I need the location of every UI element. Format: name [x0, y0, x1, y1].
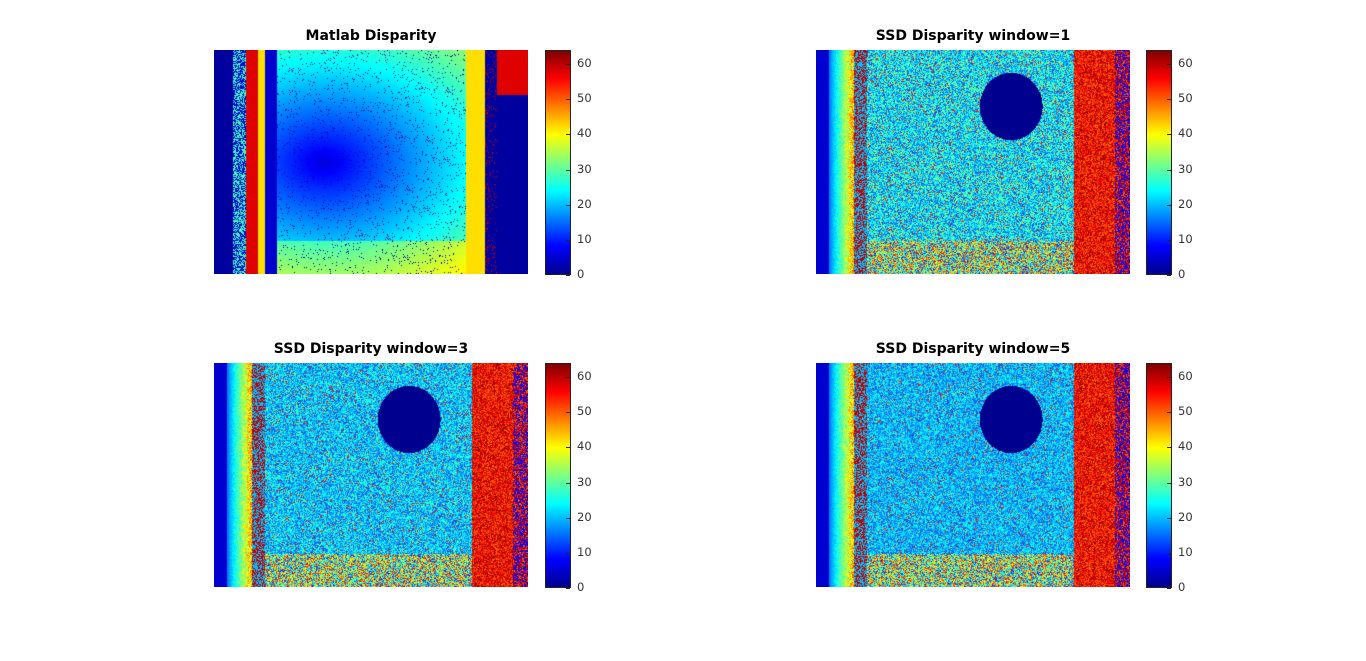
colorbar-tick-label: 60	[1178, 369, 1193, 384]
colorbar-tick-label: 10	[577, 544, 592, 559]
colorbar	[545, 363, 571, 588]
colorbar-tick-mark	[566, 275, 570, 276]
colorbar-tick-mark	[566, 588, 570, 589]
colorbar-tick-mark	[566, 205, 570, 206]
panel-title: SSD Disparity window=3	[273, 341, 469, 357]
colorbar-tick-mark	[1167, 447, 1171, 448]
colorbar-tick-label: 50	[577, 91, 592, 106]
colorbar	[545, 50, 571, 275]
colorbar-tick-label: 20	[577, 509, 592, 524]
disparity-map-ssd-w1	[816, 50, 1130, 274]
colorbar-tick-mark	[1167, 588, 1171, 589]
colorbar-tick-mark	[566, 483, 570, 484]
panel-title: Matlab Disparity	[305, 28, 437, 44]
colorbar-tick-mark	[566, 377, 570, 378]
colorbar-tick-label: 0	[1178, 580, 1186, 594]
colorbar-tick-mark	[566, 518, 570, 519]
colorbar-tick-label: 10	[1178, 544, 1193, 559]
colorbar-tick-label: 20	[1178, 509, 1193, 524]
colorbar-tick-mark	[1167, 170, 1171, 171]
colorbar-tick-label: 0	[577, 580, 585, 594]
colorbar-tick-label: 10	[1178, 231, 1193, 246]
panel-title: SSD Disparity window=5	[875, 341, 1071, 357]
colorbar	[1146, 50, 1172, 275]
colorbar-tick-mark	[1167, 99, 1171, 100]
colorbar-tick-mark	[1167, 377, 1171, 378]
colorbar-tick-label: 0	[1178, 267, 1186, 281]
colorbar-tick-mark	[1167, 518, 1171, 519]
colorbar-tick-mark	[566, 553, 570, 554]
disparity-map-ssd-w5	[816, 363, 1130, 587]
colorbar-tick-mark	[1167, 275, 1171, 276]
colorbar-tick-mark	[1167, 412, 1171, 413]
panel-title: SSD Disparity window=1	[875, 28, 1071, 44]
colorbar-tick-label: 40	[1178, 126, 1193, 141]
colorbar-tick-mark	[1167, 134, 1171, 135]
colorbar-tick-label: 30	[1178, 161, 1193, 176]
colorbar-tick-label: 60	[1178, 56, 1193, 71]
colorbar-tick-label: 30	[577, 474, 592, 489]
colorbar-tick-mark	[566, 134, 570, 135]
colorbar-tick-label: 40	[1178, 439, 1193, 454]
colorbar-tick-label: 60	[577, 369, 592, 384]
colorbar-tick-mark	[566, 170, 570, 171]
colorbar-tick-label: 50	[1178, 91, 1193, 106]
colorbar-tick-label: 40	[577, 126, 592, 141]
colorbar-tick-label: 30	[1178, 474, 1193, 489]
colorbar-tick-label: 0	[577, 267, 585, 281]
colorbar-tick-label: 60	[577, 56, 592, 71]
colorbar-tick-label: 20	[577, 196, 592, 211]
colorbar-tick-mark	[1167, 64, 1171, 65]
colorbar-tick-label: 20	[1178, 196, 1193, 211]
colorbar-tick-label: 30	[577, 161, 592, 176]
colorbar-tick-mark	[1167, 205, 1171, 206]
colorbar-tick-mark	[566, 240, 570, 241]
colorbar-tick-mark	[566, 412, 570, 413]
colorbar	[1146, 363, 1172, 588]
colorbar-tick-label: 50	[1178, 404, 1193, 419]
colorbar-tick-mark	[1167, 240, 1171, 241]
colorbar-tick-label: 40	[577, 439, 592, 454]
colorbar-tick-mark	[566, 99, 570, 100]
colorbar-tick-mark	[1167, 553, 1171, 554]
colorbar-tick-mark	[566, 447, 570, 448]
disparity-map-ssd-w3	[214, 363, 528, 587]
colorbar-tick-mark	[1167, 483, 1171, 484]
colorbar-tick-mark	[566, 64, 570, 65]
disparity-map-matlab	[214, 50, 528, 274]
colorbar-tick-label: 10	[577, 231, 592, 246]
colorbar-tick-label: 50	[577, 404, 592, 419]
